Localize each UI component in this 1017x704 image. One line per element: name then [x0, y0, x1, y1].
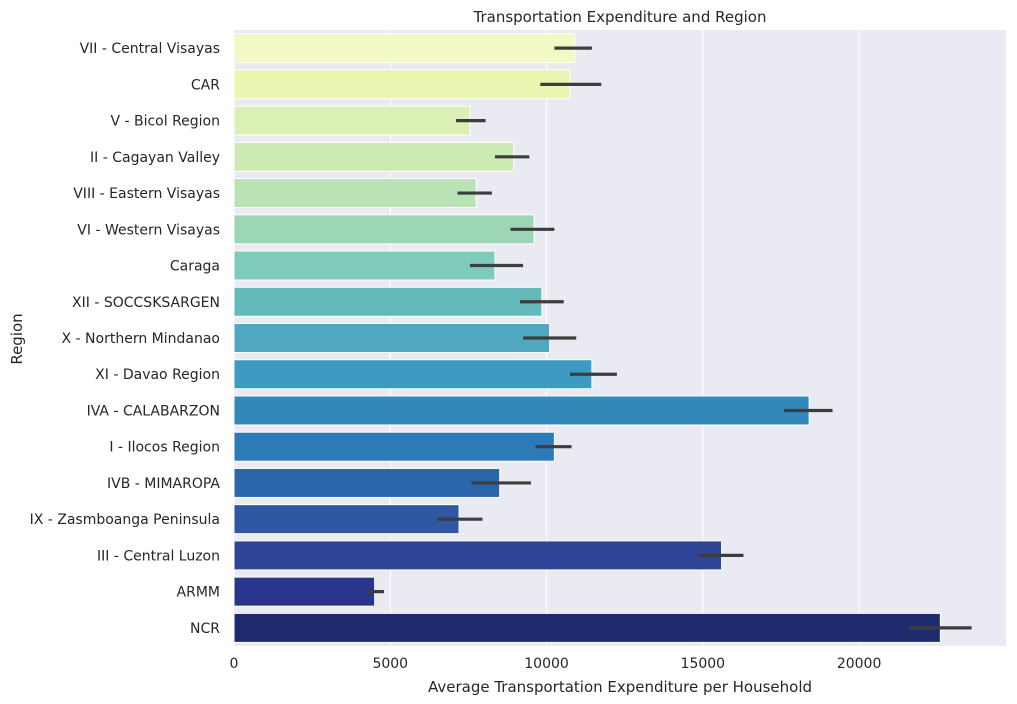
y-tick-label: VI - Western Visayas: [77, 222, 220, 238]
y-tick-label: III - Central Luzon: [97, 548, 220, 564]
bar: [233, 395, 810, 426]
bar: [233, 33, 576, 64]
bars: [233, 33, 941, 643]
x-tick-labels: 0 5000 10000 15000 20000: [230, 656, 882, 672]
y-tick-label: VIII - Eastern Visayas: [73, 186, 220, 202]
y-tick-labels: VII - Central Visayas CAR V - Bicol Region…: [30, 41, 221, 637]
y-tick-label: IX - Zasmboanga Peninsula: [30, 512, 220, 528]
y-tick-label: X - Northern Mindanao: [62, 331, 220, 347]
y-tick-label: NCR: [190, 621, 220, 637]
x-tick-label: 15000: [681, 656, 726, 672]
y-tick-label: CAR: [191, 77, 220, 93]
bar: [233, 323, 551, 353]
bar: [233, 214, 535, 245]
y-tick-label: XII - SOCCSKSARGEN: [72, 295, 220, 311]
bar: [233, 250, 496, 281]
bar: [233, 431, 555, 462]
error-bars: [366, 46, 972, 630]
x-axis-title: Average Transportation Expenditure per H…: [428, 678, 812, 696]
bar: [233, 141, 515, 172]
y-tick-label: I - Ilocos Region: [109, 440, 220, 456]
y-tick-label: IVB - MIMAROPA: [107, 476, 220, 492]
x-tick-label: 10000: [524, 656, 569, 672]
x-tick-label: 20000: [837, 656, 882, 672]
bar: [233, 504, 460, 535]
bar: [233, 69, 571, 100]
y-tick-label: IVA - CALABARZON: [87, 403, 220, 419]
x-tick-label: 5000: [372, 656, 408, 672]
bar: [233, 612, 941, 643]
bar: [233, 359, 593, 390]
y-tick-label: V - Bicol Region: [110, 114, 220, 130]
y-tick-label: VII - Central Visayas: [80, 41, 220, 57]
bar: [233, 105, 471, 136]
bar: [233, 467, 501, 498]
y-tick-label: XI - Davao Region: [95, 367, 220, 383]
y-tick-label: II - Cagayan Valley: [90, 150, 220, 166]
bar: [233, 576, 376, 607]
chart-title: Transportation Expenditure and Region: [473, 8, 767, 26]
y-axis-title: Region: [8, 313, 26, 364]
y-tick-label: Caraga: [170, 259, 220, 275]
bar: [233, 178, 477, 209]
bar: [233, 540, 723, 571]
x-tick-label: 0: [230, 656, 239, 672]
y-tick-label: ARMM: [177, 585, 220, 601]
bar: [233, 286, 543, 317]
